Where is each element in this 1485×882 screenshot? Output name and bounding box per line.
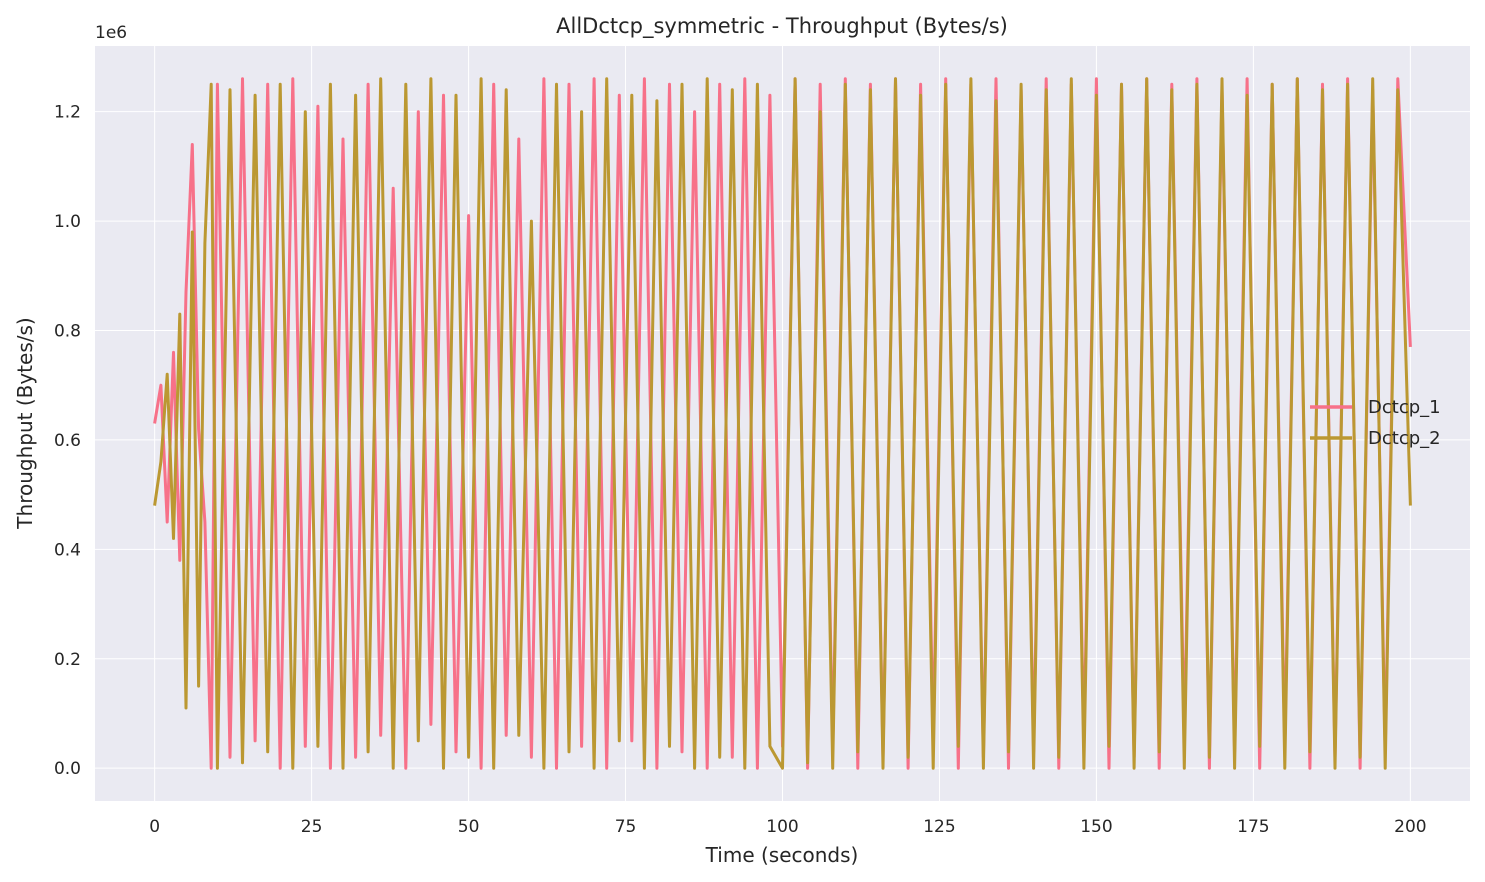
x-tick-label: 0 [149,817,160,837]
x-tick-label: 200 [1394,817,1426,837]
legend-label: Dctcp_1 [1368,397,1441,418]
x-tick-label: 75 [615,817,637,837]
series-line-dctcp-2 [153,77,1412,770]
y-tick-label: 1.0 [54,212,81,232]
legend: Dctcp_1 Dctcp_2 [1310,397,1441,449]
x-tick-label: 25 [301,817,323,837]
y-tick-label: 0.6 [54,431,81,451]
y-tick-label: 0.0 [54,759,81,779]
x-tick-label: 50 [458,817,480,837]
y-axis-ticks: 0.0 0.2 0.4 0.6 0.8 1.0 1.2 [54,103,81,780]
y-tick-label: 0.2 [54,650,81,670]
y-axis-label: Throughput (Bytes/s) [13,317,37,529]
x-axis-ticks: 0 25 50 75 100 125 150 175 200 [149,817,1426,837]
y-offset-label: 1e6 [95,23,127,43]
chart-title: AllDctcp_symmetric - Throughput (Bytes/s… [556,14,1008,39]
y-tick-label: 1.2 [54,103,81,123]
x-tick-label: 150 [1080,817,1112,837]
x-tick-label: 175 [1237,817,1269,837]
x-axis-label: Time (seconds) [705,843,859,867]
y-tick-label: 0.8 [54,321,81,341]
series-layer [153,77,1412,770]
legend-label: Dctcp_2 [1368,428,1441,449]
y-tick-label: 0.4 [54,540,81,560]
x-tick-label: 100 [766,817,798,837]
x-tick-label: 125 [923,817,955,837]
